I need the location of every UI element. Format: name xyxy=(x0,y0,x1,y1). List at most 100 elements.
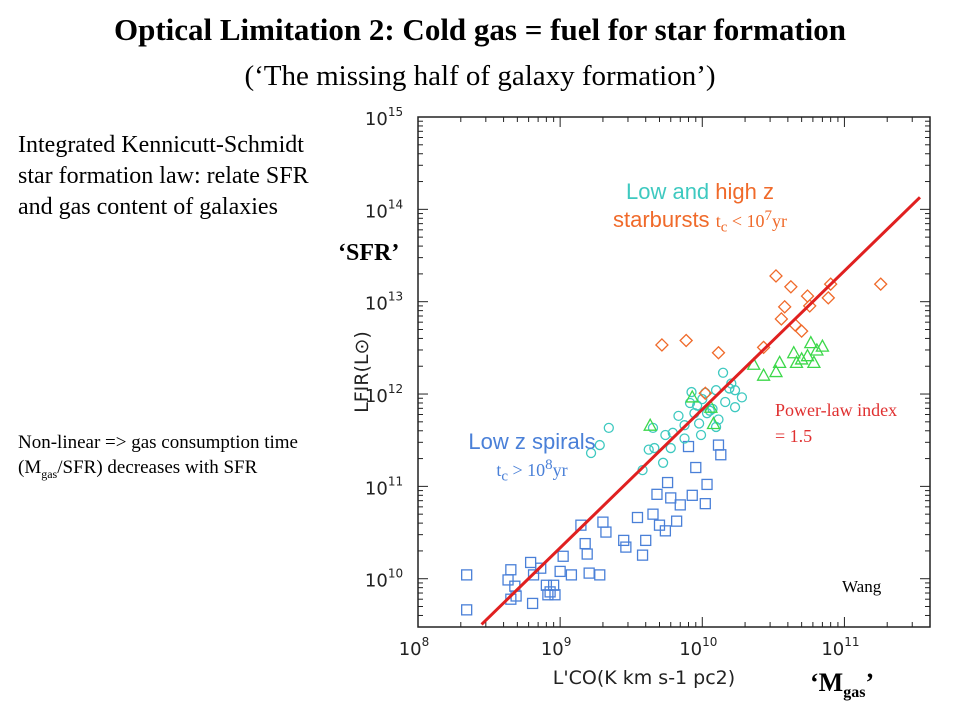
blue-square-point xyxy=(653,519,666,531)
cyan-circle-point xyxy=(679,420,690,431)
cyan-circle-point xyxy=(585,447,597,459)
cyan-circle-point xyxy=(729,402,741,413)
blue-square-point xyxy=(542,589,554,601)
orange-diamond-point xyxy=(821,290,836,305)
blue-square-point xyxy=(557,550,569,562)
starburst-label-line1: Low and high z xyxy=(570,178,830,206)
note-part-2: /SFR) decreases with SFR xyxy=(57,457,258,478)
blue-square-point xyxy=(581,548,593,560)
blue-square-point xyxy=(540,579,553,591)
y-tick-label: 1012 xyxy=(365,382,403,407)
orange-diamond-point xyxy=(769,269,783,283)
blue-square-point xyxy=(583,567,595,579)
starburst-tc-t: t xyxy=(715,211,721,231)
blue-square-point xyxy=(535,562,547,574)
spirals-timescale: tc > 108yr xyxy=(432,456,632,485)
mgas-part-1: ‘M xyxy=(810,668,844,697)
starburst-word: starbursts xyxy=(612,207,710,232)
green-triangle-point xyxy=(806,355,822,369)
power-law-fit-line xyxy=(480,196,922,626)
spirals-label-title: Low z spirals xyxy=(468,429,596,454)
blue-square-point xyxy=(579,537,591,550)
blue-square-point xyxy=(526,597,539,610)
cyan-circle-point xyxy=(643,444,654,455)
blue-square-point xyxy=(636,549,649,561)
blue-square-point xyxy=(618,534,630,547)
y-axis-title: LFIR(L⊙) xyxy=(351,331,373,413)
starburst-tc-sub: c xyxy=(720,219,728,236)
mgas-axis-label: ‘Mgas’ xyxy=(810,668,875,702)
x-tick-label: 108 xyxy=(399,635,430,660)
blue-square-point xyxy=(651,488,663,500)
x-axis-title: L'CO(K km s-1 pc2) xyxy=(553,667,735,689)
blue-square-point xyxy=(575,519,587,531)
blue-square-point xyxy=(701,478,713,491)
mgas-part-2: ’ xyxy=(865,668,875,697)
blue-square-point xyxy=(690,461,702,474)
blue-square-point xyxy=(674,499,686,511)
spirals-tc-sup: 8 xyxy=(545,457,553,473)
cyan-circle-point xyxy=(679,433,690,444)
blue-square-point xyxy=(547,579,560,591)
orange-diamond-point xyxy=(873,277,888,292)
cyan-circle-point xyxy=(693,418,705,429)
green-triangle-point xyxy=(643,417,658,431)
y-tick-label: 1013 xyxy=(365,290,403,315)
blue-square-point xyxy=(620,541,632,553)
blue-square-point xyxy=(659,525,672,537)
slide-subtitle: (‘The missing half of galaxy formation’) xyxy=(244,60,716,92)
spirals-tc-rest: > 10 xyxy=(508,460,546,480)
orange-diamond-point xyxy=(802,298,817,313)
orange-diamond-point xyxy=(777,299,792,314)
cyan-circle-point xyxy=(660,429,671,441)
orange-diamond-point xyxy=(774,312,789,326)
blue-square-point xyxy=(699,497,711,510)
spirals-tc-unit: yr xyxy=(552,460,568,480)
cyan-circle-point xyxy=(736,392,748,403)
power-law-label: Power-law index = 1.5 xyxy=(775,400,898,446)
note-part-1: Non-linear => gas consumption time (M xyxy=(18,432,298,478)
x-tick-label: 1011 xyxy=(821,635,859,660)
cyan-circle-point xyxy=(665,442,676,454)
starburst-high-text: high z xyxy=(715,179,774,204)
x-tick-label: 1010 xyxy=(679,635,717,660)
starburst-tc-unit: yr xyxy=(772,211,788,231)
slide-title: Optical Limitation 2: Cold gas = fuel fo… xyxy=(113,12,847,47)
consumption-time-note: Non-linear => gas consumption time (Mgas… xyxy=(18,430,358,480)
green-triangle-point xyxy=(789,355,804,369)
mgas-subscript: gas xyxy=(843,684,866,702)
cyan-circle-point xyxy=(673,410,684,422)
blue-square-point xyxy=(597,516,609,528)
blue-square-point xyxy=(670,515,683,527)
blue-square-point xyxy=(600,526,612,538)
blue-square-point xyxy=(594,569,606,581)
green-triangle-point xyxy=(768,364,784,378)
blue-square-point xyxy=(505,564,517,576)
blue-square-point xyxy=(549,589,561,601)
cyan-circle-point xyxy=(697,394,708,405)
spirals-tc-sub: c xyxy=(501,468,509,485)
note-subscript: gas xyxy=(41,466,58,481)
green-triangle-point xyxy=(803,335,818,349)
blue-square-point xyxy=(461,604,473,616)
green-triangle-point xyxy=(685,389,700,403)
blue-square-point xyxy=(715,449,727,461)
orange-diamond-point xyxy=(654,338,669,352)
cyan-circle-point xyxy=(686,386,697,398)
y-tick-label: 1010 xyxy=(365,567,403,592)
green-triangle-point xyxy=(772,355,787,369)
cyan-circle-point xyxy=(649,442,660,454)
ks-law-description: Integrated Kennicutt-Schmidt star format… xyxy=(18,132,309,220)
spirals-label: Low z spirals tc > 108yr xyxy=(432,428,632,484)
y-tick-label: 1011 xyxy=(365,474,403,499)
credit-label: Wang xyxy=(842,577,882,596)
green-triangle-point xyxy=(794,351,809,365)
starburst-timescale: tc < 107yr xyxy=(715,209,788,236)
starburst-label: Low and high z starbursts tc < 107yr xyxy=(570,178,830,235)
green-triangle-point xyxy=(815,338,830,352)
blue-square-point xyxy=(640,534,652,547)
orange-diamond-point xyxy=(783,279,798,294)
cyan-circle-point xyxy=(717,367,729,378)
starburst-label-line2: starbursts tc < 107yr xyxy=(570,206,830,235)
